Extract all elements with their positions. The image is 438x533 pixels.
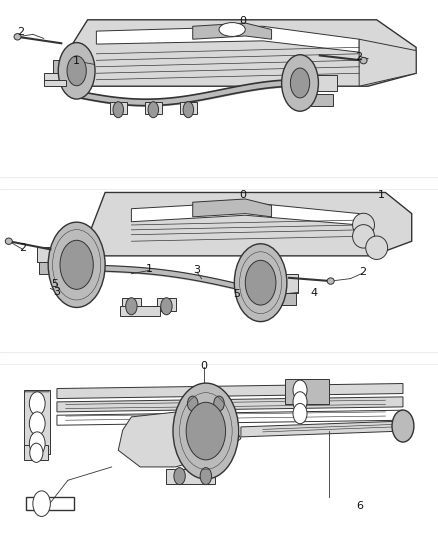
Ellipse shape [183, 102, 194, 118]
Polygon shape [131, 202, 359, 225]
Ellipse shape [353, 224, 374, 248]
Bar [25, 391, 49, 392]
Ellipse shape [293, 392, 307, 412]
Polygon shape [57, 397, 403, 412]
Ellipse shape [353, 213, 374, 237]
Bar [26, 497, 74, 510]
Ellipse shape [293, 380, 307, 400]
Ellipse shape [148, 102, 159, 118]
Polygon shape [241, 421, 403, 437]
Text: 0: 0 [200, 361, 207, 371]
Ellipse shape [60, 240, 93, 289]
Bar [122, 298, 141, 311]
Bar [24, 445, 48, 461]
Polygon shape [96, 26, 359, 52]
Ellipse shape [186, 402, 226, 460]
Ellipse shape [187, 396, 198, 411]
Ellipse shape [29, 412, 45, 435]
Polygon shape [359, 39, 416, 86]
Bar [166, 469, 215, 483]
Polygon shape [61, 277, 79, 287]
Polygon shape [24, 390, 50, 454]
Bar [184, 397, 228, 414]
Text: 5: 5 [233, 289, 240, 299]
Ellipse shape [113, 102, 124, 118]
Text: 0: 0 [240, 15, 247, 26]
Polygon shape [53, 60, 64, 80]
Bar [275, 293, 296, 305]
Ellipse shape [327, 278, 334, 284]
Bar [110, 102, 127, 114]
Ellipse shape [126, 298, 137, 315]
Bar [180, 102, 197, 114]
Text: 2: 2 [19, 243, 26, 253]
Polygon shape [88, 192, 412, 256]
Ellipse shape [282, 55, 318, 111]
Polygon shape [118, 410, 241, 467]
Ellipse shape [219, 22, 245, 36]
Text: 5: 5 [51, 279, 58, 289]
Ellipse shape [48, 222, 105, 308]
Polygon shape [57, 410, 403, 425]
Polygon shape [61, 20, 416, 86]
Ellipse shape [30, 443, 43, 462]
Ellipse shape [29, 432, 45, 455]
Bar [145, 102, 162, 114]
Bar [39, 262, 58, 274]
Bar [274, 274, 298, 293]
Bar [44, 80, 66, 86]
Ellipse shape [360, 58, 367, 64]
Ellipse shape [392, 410, 414, 442]
Bar [285, 378, 328, 403]
Text: 3: 3 [194, 265, 201, 276]
Text: 4: 4 [311, 288, 318, 298]
Ellipse shape [67, 56, 86, 86]
Text: 2: 2 [356, 52, 363, 62]
Text: 3: 3 [53, 287, 60, 297]
Ellipse shape [366, 236, 388, 260]
Ellipse shape [174, 467, 185, 484]
Bar [120, 306, 160, 316]
Polygon shape [193, 23, 272, 39]
Text: 1: 1 [378, 190, 385, 200]
Ellipse shape [293, 403, 307, 424]
Ellipse shape [245, 260, 276, 305]
Text: 1: 1 [145, 264, 152, 274]
Bar [311, 94, 333, 106]
Text: 0: 0 [240, 190, 247, 200]
Polygon shape [57, 384, 403, 399]
Text: 1: 1 [73, 56, 80, 66]
Ellipse shape [161, 298, 172, 315]
Ellipse shape [290, 68, 310, 98]
Ellipse shape [58, 43, 95, 99]
Ellipse shape [173, 383, 239, 479]
Bar [311, 75, 337, 91]
Ellipse shape [33, 491, 50, 516]
Bar [37, 247, 61, 262]
Ellipse shape [14, 34, 21, 40]
Text: 2: 2 [359, 267, 366, 277]
Ellipse shape [29, 392, 45, 415]
Text: 2: 2 [18, 27, 25, 37]
Text: 6: 6 [357, 501, 364, 511]
Ellipse shape [214, 396, 224, 411]
Polygon shape [193, 199, 272, 217]
Bar [44, 73, 70, 80]
Ellipse shape [200, 467, 212, 484]
Ellipse shape [5, 238, 12, 245]
Ellipse shape [234, 244, 287, 321]
Bar [157, 298, 176, 311]
